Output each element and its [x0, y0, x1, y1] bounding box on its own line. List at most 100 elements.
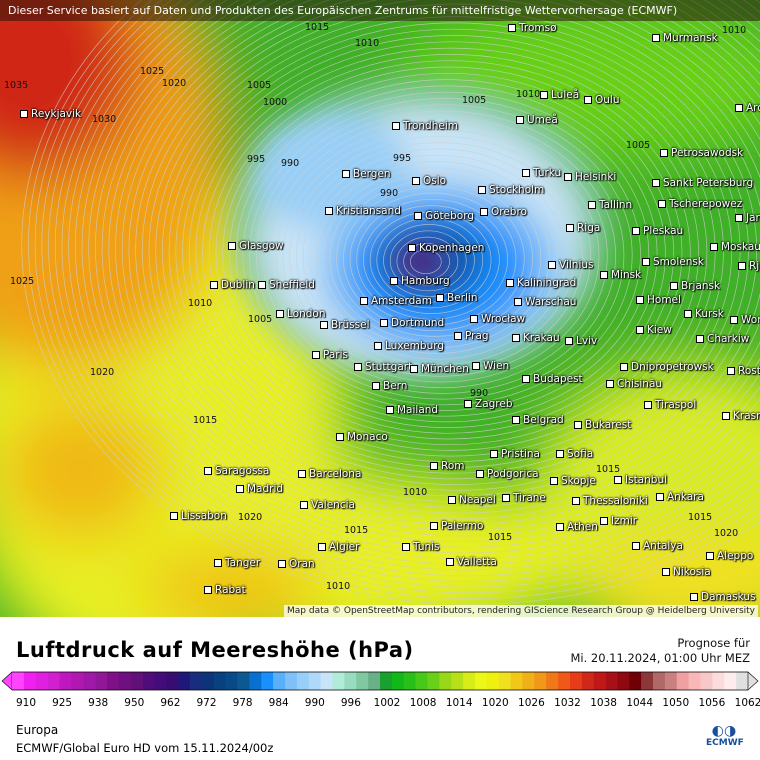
- city-label: Antalya: [632, 540, 683, 552]
- city-name: Chisinău: [617, 378, 663, 390]
- city-label: Lissabon: [170, 510, 227, 522]
- isobar-line: [316, 161, 558, 354]
- city-name: Antalya: [643, 540, 683, 552]
- city-name: Izmir: [611, 515, 638, 527]
- city-label: Tunis: [402, 541, 440, 553]
- isobar-line: [349, 192, 517, 326]
- city-label: Tromsø: [508, 22, 557, 34]
- city-name: Damaskus: [701, 591, 756, 603]
- city-label: Tallinn: [588, 199, 632, 211]
- color-swatch: [213, 672, 226, 690]
- isobar-label: 1005: [626, 140, 651, 151]
- isobar-line: [329, 173, 542, 343]
- isobar-line: [302, 148, 575, 366]
- city-label: Rosto: [727, 365, 760, 377]
- city-name: Budapest: [533, 373, 583, 385]
- color-swatch: [641, 672, 654, 690]
- city-name: Moskau: [721, 241, 760, 253]
- city-label: Riga: [566, 222, 600, 234]
- ecmwf-logo-text: ECMWF: [706, 738, 744, 748]
- isobar-line: [81, 0, 760, 554]
- city-marker-icon: [278, 560, 286, 568]
- city-name: Kiew: [647, 324, 672, 336]
- map-attribution[interactable]: Map data © OpenStreetMap contributors, r…: [284, 605, 758, 617]
- city-marker-icon: [372, 382, 380, 390]
- city-marker-icon: [390, 277, 398, 285]
- city-marker-icon: [662, 568, 670, 576]
- isobar-label: 1015: [193, 415, 218, 426]
- city-name: Mailand: [397, 404, 439, 416]
- color-scale-tick: 1008: [409, 697, 437, 709]
- city-label: Athen: [556, 521, 598, 533]
- city-name: Umeå: [527, 114, 558, 126]
- city-label: Moskau: [710, 241, 760, 253]
- isobar-label: 1010: [722, 25, 747, 36]
- city-label: Thessaloniki: [572, 495, 648, 507]
- color-swatch: [427, 672, 440, 690]
- city-marker-icon: [600, 271, 608, 279]
- city-marker-icon: [386, 406, 394, 414]
- city-label: Istanbul: [614, 474, 667, 486]
- city-marker-icon: [548, 261, 556, 269]
- color-scale-tick: 1032: [554, 697, 581, 709]
- city-marker-icon: [436, 294, 444, 302]
- pressure-map[interactable]: Dieser Service basiert auf Daten und Pro…: [0, 0, 760, 617]
- city-marker-icon: [320, 321, 328, 329]
- city-marker-icon: [446, 558, 454, 566]
- color-swatch: [451, 672, 464, 690]
- isobar-line: [369, 211, 492, 309]
- city-label: Belgrad: [512, 414, 564, 426]
- color-swatch: [23, 672, 37, 690]
- color-swatch: [273, 672, 286, 690]
- city-marker-icon: [336, 433, 344, 441]
- city-label: Bergen: [342, 168, 391, 180]
- isobar-line: [142, 0, 760, 502]
- city-marker-icon: [318, 543, 326, 551]
- color-swatch: [403, 672, 416, 690]
- color-swatch: [166, 672, 179, 690]
- city-label: Lviv: [565, 335, 597, 347]
- color-swatch: [546, 672, 559, 690]
- city-marker-icon: [204, 586, 212, 594]
- ecmwf-logo: ◐◑ ECMWF: [706, 724, 744, 748]
- city-name: Stockholm: [489, 184, 545, 196]
- color-swatch: [320, 672, 333, 690]
- city-name: Smolensk: [653, 256, 704, 268]
- isobar-label: 1010: [516, 89, 541, 100]
- service-notice: Dieser Service basiert auf Daten und Pro…: [0, 0, 760, 21]
- city-marker-icon: [574, 421, 582, 429]
- isobars: [21, 0, 760, 605]
- isobar-line: [409, 249, 442, 275]
- city-name: Thessaloniki: [583, 495, 648, 507]
- color-swatch: [83, 672, 96, 690]
- isobar-line: [95, 0, 760, 542]
- color-swatch: [474, 672, 488, 690]
- city-marker-icon: [210, 281, 218, 289]
- color-swatch: [95, 672, 108, 690]
- city-marker-icon: [430, 522, 438, 530]
- color-scale-tick: 925: [52, 697, 73, 709]
- city-label: Stockholm: [478, 184, 544, 196]
- city-marker-icon: [660, 149, 668, 157]
- city-name: Krasno: [733, 410, 760, 422]
- city-name: Amsterdam: [371, 295, 432, 307]
- color-swatch: [569, 672, 583, 690]
- city-marker-icon: [480, 208, 488, 216]
- city-label: Tanger: [214, 557, 260, 569]
- city-name: Trondheim: [403, 120, 458, 132]
- color-swatch: [676, 672, 689, 690]
- city-name: Helsinki: [575, 171, 617, 183]
- color-swatch: [629, 672, 642, 690]
- city-label: Rabat: [204, 584, 246, 596]
- color-swatch: [296, 672, 310, 690]
- legend-title: Luftdruck auf Meereshöhe (hPa): [16, 638, 414, 662]
- isobar-line: [168, 22, 741, 480]
- city-marker-icon: [522, 375, 530, 383]
- city-label: Jaros: [735, 212, 760, 224]
- city-name: Dnipropetrowsk: [631, 361, 714, 373]
- city-label: Brjansk: [670, 280, 720, 292]
- color-swatch: [593, 672, 606, 690]
- city-name: Prag: [465, 330, 489, 342]
- isobar-line: [336, 180, 533, 337]
- city-name: Dublin: [221, 279, 255, 291]
